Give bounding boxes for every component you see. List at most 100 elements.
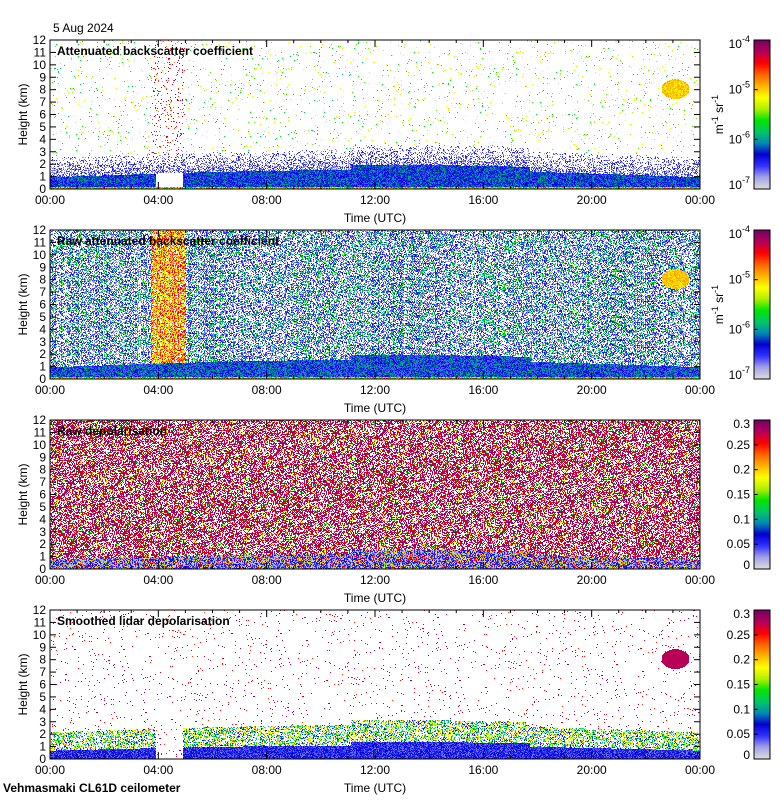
y-tick-label: 11	[34, 235, 47, 249]
x-tick-label: 04:00	[143, 193, 173, 207]
tick-exponent: -6	[742, 129, 750, 139]
y-axis-label: Height (km)	[16, 273, 30, 335]
tick-base: 10	[729, 227, 743, 241]
heatmap-field-dep	[50, 610, 700, 759]
y-tick-label: 2	[39, 727, 46, 741]
tick-base: 10	[729, 273, 743, 287]
y-tick-label: 8	[39, 83, 46, 97]
y-tick-label: 6	[39, 298, 46, 312]
colorbar-tick-label: 0.05	[727, 727, 751, 741]
tick-base: 10	[729, 132, 743, 146]
colorbar-frame	[753, 229, 771, 380]
colorbar	[754, 40, 770, 189]
y-tick-label: 10	[33, 248, 47, 262]
date-label: 5 Aug 2024	[53, 21, 114, 35]
y-tick-label: 4	[39, 512, 46, 526]
heatmap-field-bsc	[50, 40, 700, 189]
y-tick-label: 10	[33, 628, 47, 642]
x-tick-label: 12:00	[360, 573, 390, 587]
x-tick-label: 16:00	[468, 193, 498, 207]
tick-exponent: -4	[742, 224, 750, 234]
tick-exponent: -7	[742, 175, 750, 185]
x-tick-label: 00:00	[685, 193, 715, 207]
x-tick-label: 12:00	[360, 193, 390, 207]
y-tick-label: 8	[39, 463, 46, 477]
colorbar	[754, 230, 770, 379]
y-tick-label: 9	[39, 260, 46, 274]
y-tick-label: 3	[39, 335, 46, 349]
unit-part: -1	[710, 95, 720, 103]
y-tick-label: 0	[39, 752, 46, 766]
heatmap-field-rawdep	[50, 420, 700, 569]
x-axis-label: Time (UTC)	[344, 211, 406, 225]
y-tick-label: 3	[39, 525, 46, 539]
colorbar-tick-label: 0.25	[727, 438, 751, 452]
y-tick-label: 4	[39, 702, 46, 716]
y-tick-label: 5	[39, 500, 46, 514]
x-tick-label: 20:00	[577, 193, 607, 207]
y-tick-label: 3	[39, 715, 46, 729]
x-tick-label: 12:00	[360, 763, 390, 777]
y-tick-label: 10	[33, 438, 47, 452]
colorbar-tick-label: 10-5	[729, 80, 750, 97]
y-tick-label: 9	[39, 70, 46, 84]
colorbar-tick-label: 10-7	[729, 365, 750, 382]
plot-frame	[49, 39, 701, 190]
x-tick-label: 00:00	[685, 763, 715, 777]
y-tick-label: 5	[39, 310, 46, 324]
colorbar-tick-label: 0	[743, 748, 750, 762]
unit-part: m	[712, 314, 726, 324]
x-tick-label: 00:00	[35, 573, 65, 587]
heatmap-field-rawbsc	[50, 230, 700, 379]
tick-exponent: -5	[742, 270, 750, 280]
x-axis-label: Time (UTC)	[344, 401, 406, 415]
colorbar-tick-label: 0.15	[727, 488, 751, 502]
tick-base: 10	[729, 178, 743, 192]
y-tick-label: 12	[33, 33, 47, 47]
y-tick-label: 0	[39, 182, 46, 196]
tick-base: 10	[729, 368, 743, 382]
tick-exponent: -5	[742, 80, 750, 90]
x-tick-label: 20:00	[577, 763, 607, 777]
panel-title: Smoothed lidar depolarisation	[57, 614, 230, 628]
y-tick-label: 4	[39, 132, 46, 146]
y-tick-label: 11	[34, 45, 47, 59]
x-tick-label: 00:00	[35, 763, 65, 777]
y-tick-label: 1	[39, 550, 46, 564]
panel-title: Raw depolarisation	[57, 424, 167, 438]
x-tick-label: 04:00	[143, 763, 173, 777]
x-tick-label: 00:00	[685, 573, 715, 587]
colorbar-tick-label: 10-4	[729, 224, 750, 241]
y-tick-label: 5	[39, 690, 46, 704]
colorbar-tick-label: 0.2	[733, 463, 750, 477]
panel-title: Raw attenuated backscatter coefficient	[57, 234, 279, 248]
colorbar-tick-label: 0.1	[733, 702, 750, 716]
y-tick-label: 2	[39, 157, 46, 171]
colorbar-tick-label: 0.3	[733, 607, 750, 621]
x-tick-label: 04:00	[143, 383, 173, 397]
y-tick-label: 9	[39, 450, 46, 464]
y-tick-label: 7	[39, 475, 46, 489]
y-tick-label: 1	[39, 170, 46, 184]
x-tick-label: 08:00	[252, 383, 282, 397]
colorbar-tick-label: 0.3	[733, 417, 750, 431]
plot-frame	[49, 609, 701, 760]
plot-frame	[49, 229, 701, 380]
y-tick-label: 11	[34, 615, 47, 629]
plot-frame	[49, 419, 701, 570]
x-axis-label: Time (UTC)	[344, 591, 406, 605]
y-tick-label: 0	[39, 372, 46, 386]
y-tick-label: 2	[39, 537, 46, 551]
colorbar-tick-label: 10-6	[729, 319, 750, 336]
y-axis-label: Height (km)	[16, 463, 30, 525]
y-tick-label: 2	[39, 347, 46, 361]
x-tick-label: 00:00	[685, 383, 715, 397]
colorbar-tick-label: 10-5	[729, 270, 750, 287]
unit-part: sr	[712, 103, 726, 116]
tick-base: 10	[729, 83, 743, 97]
y-tick-label: 10	[33, 58, 47, 72]
colorbar	[754, 420, 770, 569]
y-tick-label: 8	[39, 653, 46, 667]
tick-base: 10	[729, 322, 743, 336]
